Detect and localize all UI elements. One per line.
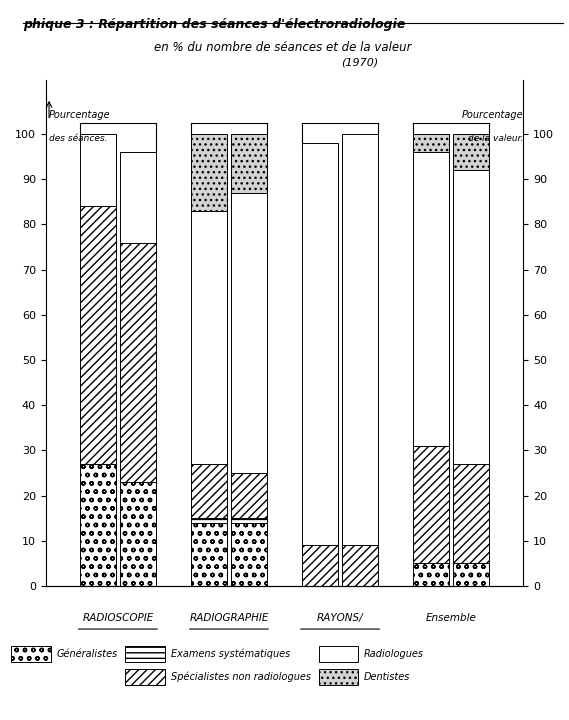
Bar [231,193,267,473]
Text: RADIOGRAPHIE: RADIOGRAPHIE [189,613,269,624]
Bar [191,211,227,464]
Bar [413,564,449,586]
Text: Généralistes: Généralistes [57,649,118,659]
Bar [302,143,338,546]
Bar [453,134,489,170]
Bar [413,446,449,564]
Bar [231,518,267,523]
Bar [413,152,449,446]
Text: Radiologues: Radiologues [364,649,424,659]
Bar [453,564,489,586]
Bar [120,152,156,243]
Bar [120,243,156,482]
Text: RAYONS/: RAYONS/ [317,613,364,624]
Text: Dentistes: Dentistes [364,672,411,682]
Bar [80,207,116,464]
Bar [191,134,227,211]
Bar [80,464,116,586]
Bar [120,482,156,586]
Text: Ensemble: Ensemble [426,613,476,624]
Bar [191,464,227,518]
Bar [342,546,378,586]
Bar [413,134,449,152]
Text: Pourcentage: Pourcentage [49,110,111,120]
Bar [231,134,267,193]
Text: RADIOSCOPIE: RADIOSCOPIE [83,613,154,624]
Bar [80,134,116,207]
Text: Pourcentage: Pourcentage [461,110,523,120]
Bar [231,523,267,586]
Bar [342,134,378,546]
Bar [453,464,489,564]
Bar [191,523,227,586]
Text: phique 3 : Répartition des séances d'électroradiologie: phique 3 : Répartition des séances d'éle… [23,18,405,31]
Text: Spécialistes non radiologues: Spécialistes non radiologues [171,672,311,682]
Bar [191,518,227,523]
Text: (1970): (1970) [341,58,378,68]
Text: des séances.: des séances. [49,134,108,143]
Text: en % du nombre de séances et de la valeur: en % du nombre de séances et de la valeu… [154,41,411,54]
Bar [302,546,338,586]
Bar [231,473,267,518]
Text: Examens systématiques: Examens systématiques [171,649,290,659]
Text: de la valeur.: de la valeur. [468,134,523,143]
Bar [453,170,489,464]
